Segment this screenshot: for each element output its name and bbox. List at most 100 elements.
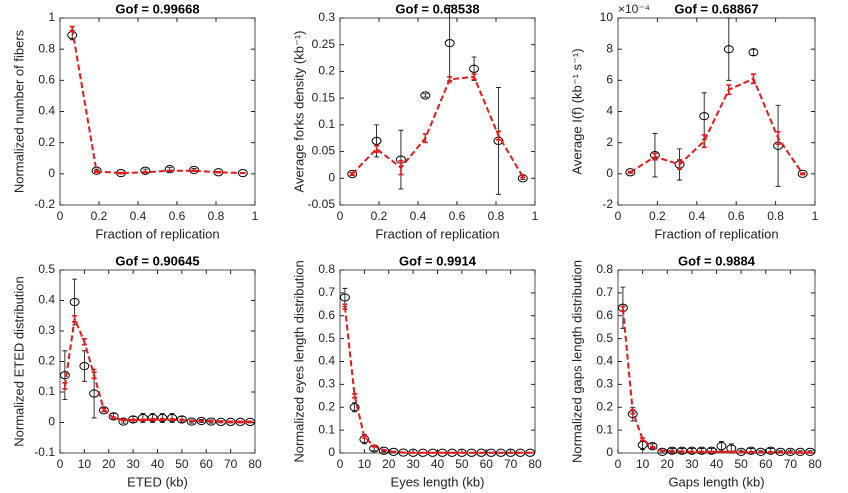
- x-tick-label: 30: [406, 457, 420, 471]
- error-bar: [659, 449, 665, 452]
- x-tick-label: 10: [636, 457, 650, 471]
- x-tick-label: 1: [532, 209, 539, 223]
- error-bar: [748, 450, 754, 454]
- x-tick-label: 1: [812, 209, 819, 223]
- error-bar: [787, 451, 793, 454]
- y-tick-label: 0.8: [38, 41, 55, 55]
- x-tick-label: 0: [615, 209, 622, 223]
- x-tick-label: 70: [504, 457, 518, 471]
- data-point: [696, 446, 707, 455]
- error-bar: [167, 169, 173, 172]
- error-bar: [758, 451, 764, 454]
- y-tick-label: 1: [48, 10, 55, 24]
- x-tick-label: 0.8: [488, 209, 505, 223]
- axes-box: [617, 17, 816, 206]
- data-point: [469, 64, 480, 73]
- error-bar: [361, 435, 367, 439]
- error-bar: [198, 419, 204, 423]
- error-bar: [150, 418, 156, 421]
- error-bar: [768, 451, 774, 454]
- y-axis-label: Average I(f) (kb⁻¹ s⁻¹): [569, 48, 584, 174]
- x-tick-label: 0.6: [728, 209, 745, 223]
- error-bar: [189, 419, 195, 423]
- y-tick-label: 0.3: [596, 377, 613, 391]
- y-tick-label: 0.1: [596, 422, 613, 436]
- axes-box: [617, 269, 816, 454]
- y-tick-label: 0.2: [318, 399, 335, 413]
- data-point: [69, 297, 80, 307]
- error-bar: [649, 445, 655, 449]
- error-bar: [371, 444, 377, 448]
- x-tick-label: 20: [102, 457, 116, 471]
- x-tick-label: 70: [224, 457, 238, 471]
- data-point: [637, 440, 648, 450]
- data-point: [625, 168, 636, 177]
- y-tick-label: 0.6: [38, 73, 55, 87]
- error-bar: [159, 412, 165, 423]
- data-point: [79, 361, 90, 371]
- error-bar: [208, 419, 214, 423]
- x-tick-label: 0.4: [410, 209, 427, 223]
- data-point: [206, 417, 217, 426]
- y-tick-label: 0.1: [318, 422, 335, 436]
- y-tick-label: 0.25: [312, 37, 336, 51]
- subplot: 0 10 20 30 40 50 60 70 80 0 0.1 0.2 0.3 0.4 0.5 0.6 0.7 0…: [569, 253, 822, 489]
- error-bar: [422, 133, 428, 144]
- data-point: [495, 448, 506, 457]
- data-point: [699, 112, 710, 121]
- x-tick-label: 70: [784, 457, 798, 471]
- x-tick-label: 0: [615, 457, 622, 471]
- error-bar: [228, 420, 234, 424]
- y-tick-label: 0: [328, 170, 335, 184]
- y-tick-label: 0.2: [596, 399, 613, 413]
- data-point: [118, 417, 129, 426]
- y-tick-label: -0.1: [34, 445, 55, 459]
- error-bar: [630, 409, 636, 415]
- x-tick-label: 30: [126, 457, 140, 471]
- data-point: [647, 442, 658, 451]
- y-tick-label: 0.5: [38, 262, 55, 276]
- error-bar: [800, 172, 806, 176]
- error-bar: [620, 305, 626, 312]
- data-point: [716, 442, 727, 451]
- error-bar: [775, 104, 781, 187]
- x-tick-label: 0.4: [130, 209, 147, 223]
- y-tick-label: 0.2: [38, 135, 55, 149]
- y-tick-label: 0: [606, 166, 613, 180]
- data-point: [157, 413, 168, 423]
- data-point: [444, 39, 455, 48]
- y-tick-label: 0: [606, 445, 613, 459]
- subplot: 0 0.2 0.4 0.6 0.8 1-0.0500.050.10.150.20.250.…: [291, 1, 538, 241]
- x-tick-label: 10: [78, 457, 92, 471]
- data-point: [797, 169, 808, 178]
- error-bar: [778, 451, 784, 454]
- y-tick-label: 8: [606, 41, 613, 55]
- y-axis-label: Normalized eyes length distribution: [291, 260, 306, 462]
- model-line: [351, 75, 524, 178]
- y-tick-label: 0.2: [318, 64, 335, 78]
- error-bar: [142, 171, 148, 174]
- y-tick-label: 0.4: [38, 104, 55, 118]
- y-tick-label: -2: [602, 197, 613, 211]
- error-bar: [728, 450, 734, 454]
- x-tick-label: 0: [57, 457, 64, 471]
- y-tick-label: 0.3: [318, 10, 335, 24]
- data-point: [186, 417, 197, 426]
- axes-box: [339, 17, 536, 206]
- error-bar: [349, 172, 355, 176]
- error-bar: [807, 451, 813, 454]
- data-point: [420, 91, 431, 100]
- x-tick-label: 80: [248, 457, 262, 471]
- error-bar: [718, 450, 724, 454]
- x-axis-label: Gaps length (kb): [668, 474, 764, 489]
- y-tick-label: 0.8: [596, 262, 613, 276]
- error-bar: [120, 418, 126, 422]
- subplot-title: Gof = 0.68867: [674, 1, 758, 16]
- error-bar: [738, 450, 744, 454]
- y-tick-label: 10: [600, 10, 614, 24]
- data-point: [706, 446, 717, 455]
- error-bar: [750, 73, 756, 85]
- x-tick-label: 0.6: [169, 209, 186, 223]
